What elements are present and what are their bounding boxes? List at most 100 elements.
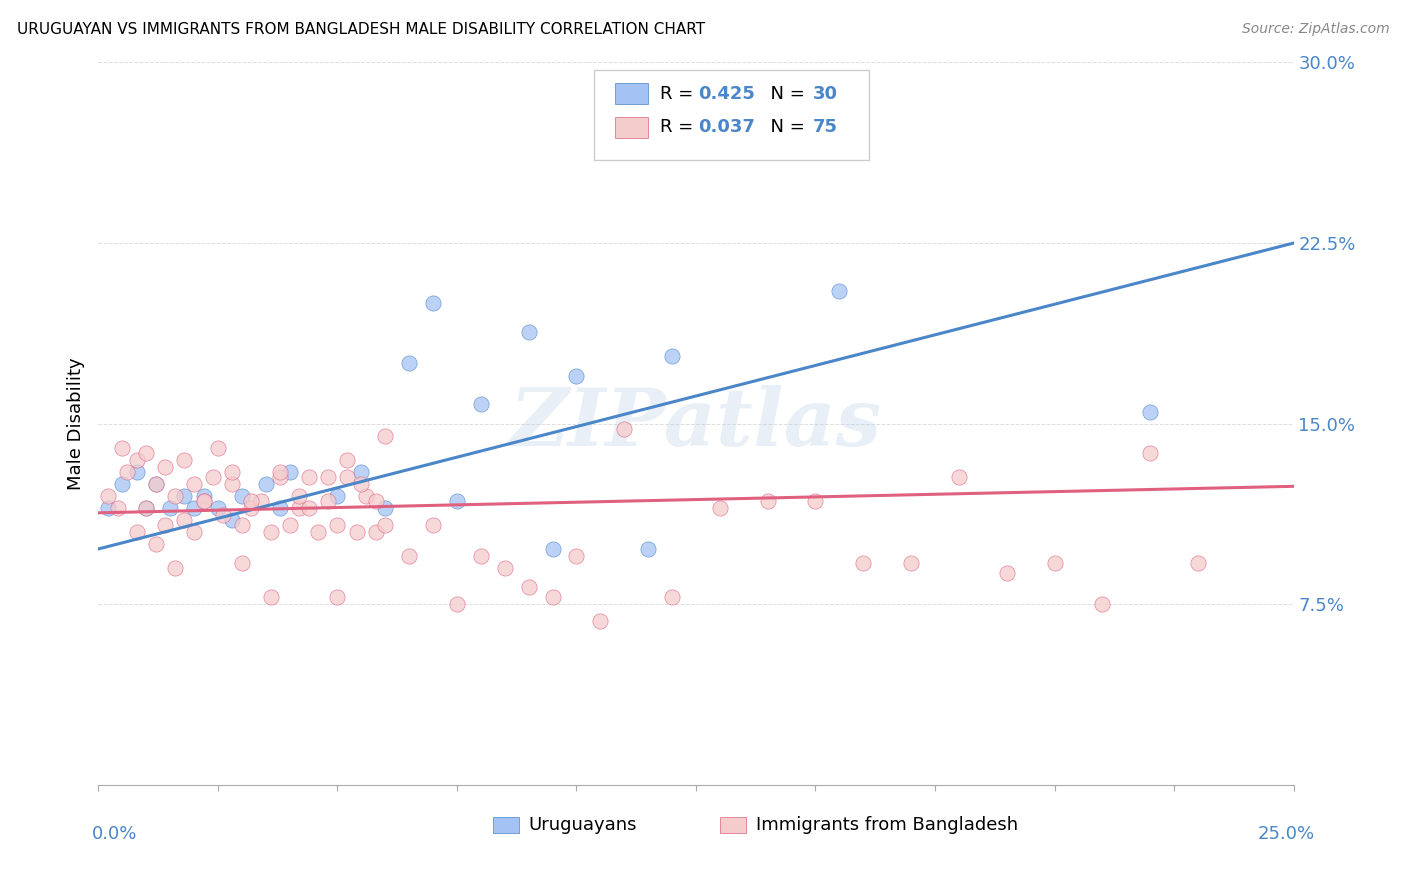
Point [565,368,588,383]
Point [183,524,205,539]
Point [163,489,186,503]
Text: 30: 30 [813,85,838,103]
Point [446,598,468,612]
Bar [720,817,747,832]
Point [207,441,229,455]
Point [259,524,281,539]
Text: 25.0%: 25.0% [1257,825,1315,843]
Text: R =: R = [661,85,699,103]
Point [298,500,321,515]
Point [422,296,444,310]
Point [1187,557,1209,571]
Point [288,489,311,503]
Point [346,524,368,539]
Point [1139,445,1161,459]
Point [269,465,291,479]
Point [240,493,263,508]
Point [828,284,851,298]
Point [221,513,243,527]
Point [173,513,195,527]
Point [661,349,683,363]
Point [470,397,492,411]
Point [259,590,281,604]
Point [288,500,311,515]
Point [1139,404,1161,418]
Text: R =: R = [661,119,699,136]
Point [278,517,301,532]
Point [350,465,373,479]
Point [155,517,177,532]
Point [398,356,420,370]
Point [135,500,157,515]
Point [1043,557,1066,571]
Point [211,508,233,523]
Point [254,476,277,491]
Point [374,517,396,532]
Point [155,460,177,475]
Text: 75: 75 [813,119,838,136]
Point [326,590,349,604]
Point [193,489,215,503]
Point [364,524,387,539]
Point [374,500,396,515]
Point [207,500,229,515]
Point [517,325,540,339]
Point [541,541,564,556]
Point [852,557,875,571]
Text: Source: ZipAtlas.com: Source: ZipAtlas.com [1241,22,1389,37]
Text: N =: N = [759,85,811,103]
Point [541,590,564,604]
Point [470,549,492,564]
Point [446,493,468,508]
Point [307,524,329,539]
Point [231,517,253,532]
Point [269,469,291,483]
Bar [614,118,648,137]
Point [269,500,291,515]
Point [173,489,195,503]
Point [115,465,138,479]
Text: 0.425: 0.425 [699,85,755,103]
Point [193,493,215,508]
Text: 0.0%: 0.0% [91,825,136,843]
Point [350,476,373,491]
Point [298,469,321,483]
Text: 0.037: 0.037 [699,119,755,136]
Point [900,557,922,571]
Point [709,500,731,515]
Point [145,476,167,491]
Point [231,557,253,571]
Point [316,469,339,483]
Point [159,500,181,515]
Point [135,445,157,459]
Point [494,561,516,575]
Text: ZIPatlas: ZIPatlas [510,385,882,462]
Point [374,428,396,442]
Point [948,469,970,483]
Point [565,549,588,564]
Point [589,614,612,628]
Point [231,489,253,503]
Point [125,465,148,479]
Point [398,549,420,564]
Text: Immigrants from Bangladesh: Immigrants from Bangladesh [756,815,1018,834]
Point [221,465,243,479]
Point [756,493,779,508]
Point [107,500,129,515]
Point [97,500,120,515]
Point [1091,598,1114,612]
Y-axis label: Male Disability: Male Disability [66,358,84,490]
Text: N =: N = [759,119,811,136]
Point [183,500,205,515]
Point [183,476,205,491]
Point [326,489,349,503]
Point [336,452,359,467]
Point [221,476,243,491]
Point [111,476,134,491]
Point [202,469,225,483]
Point [111,441,134,455]
Point [240,500,263,515]
Point [364,493,387,508]
Point [517,581,540,595]
Point [613,421,636,435]
